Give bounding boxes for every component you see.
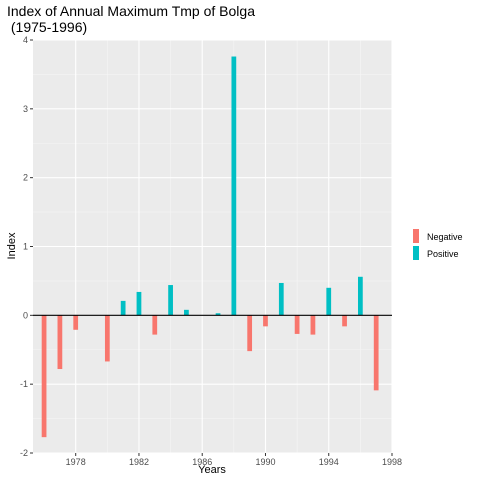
bar-positive-1985: [184, 309, 189, 316]
bar-negative-1992: [294, 315, 300, 334]
y-tick-label: 4: [23, 35, 28, 45]
bar-negative-1993: [310, 315, 316, 335]
y-tick-label: 0: [23, 310, 28, 320]
y-tick-label: -1: [20, 379, 28, 389]
bar-negative-1978: [73, 315, 79, 330]
bar-positive-1981: [120, 300, 126, 316]
bar-positive-1994: [326, 287, 332, 316]
legend: Negative Positive: [413, 229, 463, 260]
chart-title: Index of Annual Maximum Tmp of Bolga (19…: [7, 3, 255, 35]
bar-negative-1995: [342, 315, 347, 327]
x-tick-label: 1994: [319, 457, 339, 467]
bar-negative-1977: [57, 315, 63, 370]
x-tick-label: 1998: [382, 457, 402, 467]
legend-key-negative: [413, 229, 419, 243]
bar-negative-1980: [104, 315, 110, 362]
y-tick-label: 1: [23, 242, 28, 252]
legend-key-positive: [413, 246, 419, 260]
bar-negative-1990: [263, 315, 268, 327]
legend-label-positive: Positive: [427, 249, 459, 259]
x-axis-title: Years: [198, 464, 226, 476]
y-tick-label: 3: [23, 104, 28, 114]
bar-positive-1987: [215, 313, 221, 316]
x-tick-label: 1986: [192, 457, 212, 467]
x-tick-label: 1990: [255, 457, 275, 467]
bar-layer: [41, 56, 379, 438]
bar-positive-1984: [168, 285, 173, 316]
bar-positive-1988: [231, 56, 237, 316]
bar-negative-1983: [152, 315, 158, 335]
legend-label-negative: Negative: [427, 232, 463, 242]
y-tick-label: 2: [23, 173, 28, 183]
bar-negative-1989: [247, 315, 253, 352]
x-tick-label: 1982: [129, 457, 149, 467]
axis-layer: -2 -1 0 1 2 3 4 1978 1982 1986 1990 1994 1998: [20, 35, 402, 467]
bar-positive-1996: [357, 276, 363, 316]
y-tick-label: -2: [20, 448, 28, 458]
bar-negative-1997: [373, 315, 379, 391]
y-axis-title: Index: [6, 232, 18, 259]
bar-positive-1991: [278, 282, 284, 316]
bar-negative-1976: [41, 315, 47, 438]
x-tick-label: 1978: [66, 457, 86, 467]
bar-positive-1982: [136, 291, 142, 316]
